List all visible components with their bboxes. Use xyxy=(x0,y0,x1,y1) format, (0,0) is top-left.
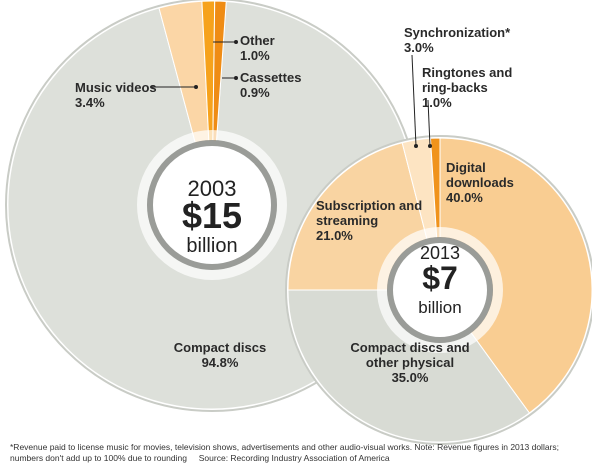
center-text: $15 xyxy=(181,195,243,236)
value-label: 21.0% xyxy=(316,228,353,243)
leader-dot xyxy=(428,144,432,148)
category-label: Subscription and streaming xyxy=(316,198,423,228)
category-label: Music videos xyxy=(75,80,157,95)
pie-slice xyxy=(287,289,531,443)
leader-line xyxy=(427,99,431,147)
value-label: 94.8% xyxy=(201,355,239,370)
category-label: Ringtones and ring-backs xyxy=(422,65,513,95)
center-text: billion xyxy=(186,235,238,257)
center-text: 2003 xyxy=(187,176,237,201)
value-label: 1.0% xyxy=(240,48,270,63)
slice-label: Compact discs and other physical 35.0% xyxy=(340,340,480,385)
center-text: $7 xyxy=(422,260,458,296)
category-label: Synchronization* xyxy=(404,25,511,40)
slice-label: Compact discs 94.8% xyxy=(160,340,280,370)
leader-dot xyxy=(414,144,418,148)
note: numbers don't add up to 100% due to roun… xyxy=(10,453,187,463)
category-label: Other xyxy=(240,33,275,48)
note: *Revenue paid to license music for movie… xyxy=(10,442,560,452)
value-label: 3.0% xyxy=(404,40,434,55)
value-label: 0.9% xyxy=(240,85,270,100)
disc-hub xyxy=(387,237,493,343)
pie-slice xyxy=(439,137,592,414)
footnote: *Revenue paid to license music for movie… xyxy=(10,442,585,464)
category-label: Digital downloads xyxy=(446,160,514,190)
slice-label: Synchronization* 3.0% xyxy=(404,25,534,55)
category-label: Compact discs and other physical xyxy=(350,340,470,370)
slice-label: Subscription and streaming 21.0% xyxy=(316,198,436,243)
category-label: Compact discs xyxy=(173,340,267,355)
leader-dot xyxy=(194,85,198,89)
value-label: 1.0% xyxy=(422,95,452,110)
leader-line xyxy=(411,54,417,147)
slice-label: Digital downloads 40.0% xyxy=(446,160,556,205)
value-label: 3.4% xyxy=(75,95,105,110)
value-label: 35.0% xyxy=(391,370,429,385)
disc-hub xyxy=(147,140,277,270)
center-text: 2013 xyxy=(419,243,461,263)
center-text: billion xyxy=(418,298,462,317)
leader-dot xyxy=(234,76,238,80)
slice-label: Cassettes 0.9% xyxy=(240,70,320,100)
value-label: 40.0% xyxy=(446,190,483,205)
slice-label: Ringtones and ring-backs 1.0% xyxy=(422,65,532,110)
slice-label: Music videos 3.4% xyxy=(75,80,185,110)
source: Source: Recording Industry Association o… xyxy=(198,453,390,463)
leader-dot xyxy=(234,40,238,44)
slice-label: Other 1.0% xyxy=(240,33,310,63)
disc-ring xyxy=(377,227,503,353)
disc-ring xyxy=(137,130,287,280)
category-label: Cassettes xyxy=(240,70,302,85)
